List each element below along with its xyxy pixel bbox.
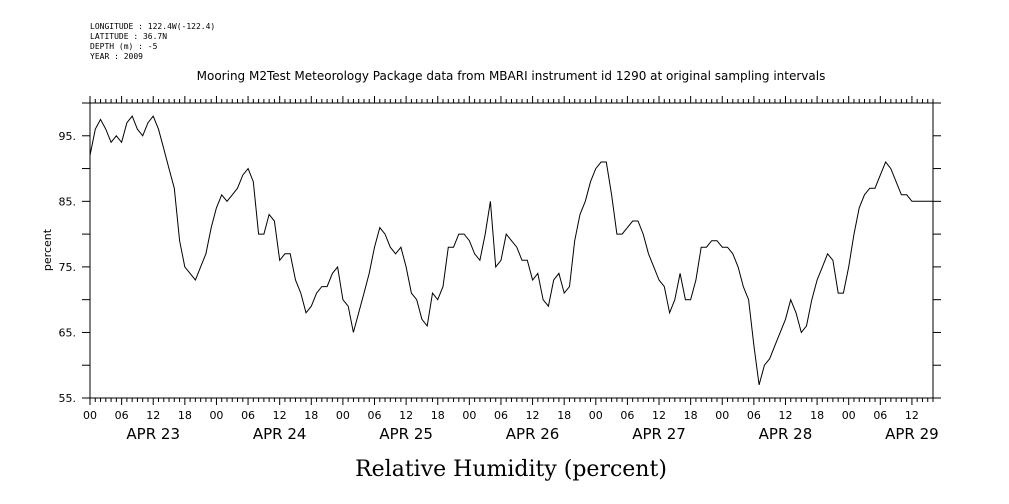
date-label: APR 23 bbox=[126, 425, 180, 443]
x-tick-label: 12 bbox=[273, 409, 287, 422]
header-year: YEAR : 2009 bbox=[90, 52, 143, 61]
date-label: APR 29 bbox=[885, 425, 939, 443]
x-tick-label: 00 bbox=[83, 409, 97, 422]
x-tick-label: 12 bbox=[905, 409, 919, 422]
date-label: APR 27 bbox=[632, 425, 686, 443]
y-tick-label: 85. bbox=[59, 195, 77, 208]
y-tick-label: 65. bbox=[59, 326, 77, 339]
header-depth: DEPTH (m) : -5 bbox=[90, 42, 158, 51]
x-tick-label: 12 bbox=[146, 409, 160, 422]
x-tick-label: 18 bbox=[304, 409, 318, 422]
plot-frame bbox=[89, 102, 934, 399]
x-tick-label: 12 bbox=[526, 409, 540, 422]
series-group bbox=[89, 115, 933, 386]
x-tick-label: 18 bbox=[178, 409, 192, 422]
header-latitude: LATITUDE : 36.7N bbox=[90, 32, 167, 41]
x-tick-label: 12 bbox=[399, 409, 413, 422]
y-tick-label: 75. bbox=[59, 261, 77, 274]
x-tick-label: 06 bbox=[115, 409, 129, 422]
x-tick-label: 06 bbox=[368, 409, 382, 422]
x-tick-label: 18 bbox=[431, 409, 445, 422]
chart-title: Mooring M2Test Meteorology Package data … bbox=[197, 69, 826, 83]
x-tick-label: 18 bbox=[810, 409, 824, 422]
humidity-line bbox=[89, 115, 933, 386]
x-tick-label: 06 bbox=[494, 409, 508, 422]
x-tick-label: 12 bbox=[778, 409, 792, 422]
x-tick-label: 18 bbox=[557, 409, 571, 422]
y-axis-label: percent bbox=[41, 228, 54, 271]
header-longitude: LONGITUDE : 122.4W(-122.4) bbox=[90, 22, 215, 31]
x-axis-label: Relative Humidity (percent) bbox=[355, 457, 667, 482]
date-label: APR 25 bbox=[379, 425, 433, 443]
y-tick-label: 55. bbox=[59, 392, 77, 405]
x-tick-label: 12 bbox=[652, 409, 666, 422]
axes: 00 06 12 18 00 06 12 18 00 06 12 18 00 06 12 18 00 06 12 18… bbox=[59, 96, 941, 443]
date-label: APR 24 bbox=[253, 425, 307, 443]
x-tick-label: 00 bbox=[209, 409, 223, 422]
x-tick-label: 00 bbox=[589, 409, 603, 422]
x-tick-label: 06 bbox=[241, 409, 255, 422]
x-tick-label: 00 bbox=[715, 409, 729, 422]
y-tick-label: 95. bbox=[59, 130, 77, 143]
x-tick-label: 00 bbox=[462, 409, 476, 422]
x-tick-label: 00 bbox=[336, 409, 350, 422]
x-tick-label: 06 bbox=[620, 409, 634, 422]
x-tick-label: 06 bbox=[747, 409, 761, 422]
x-tick-label: 00 bbox=[842, 409, 856, 422]
date-label: APR 26 bbox=[506, 425, 560, 443]
x-tick-label: 18 bbox=[684, 409, 698, 422]
x-tick-label: 06 bbox=[873, 409, 887, 422]
date-label: APR 28 bbox=[759, 425, 813, 443]
